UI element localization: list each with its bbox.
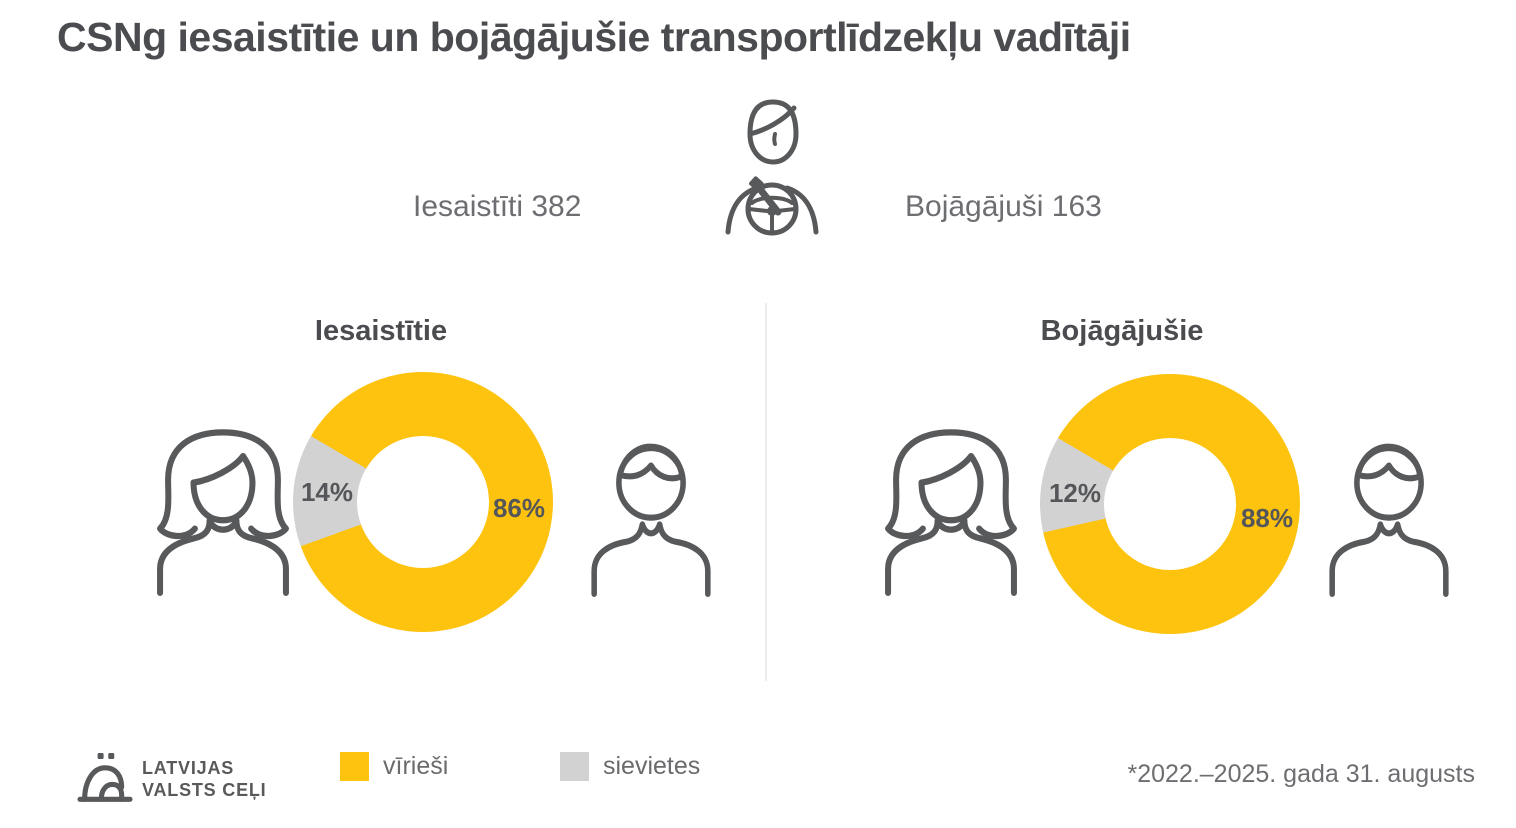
latvijas-valsts-celi-logo-icon	[76, 753, 134, 803]
killed-total-label: Bojāgājuši 163	[905, 190, 1102, 223]
woman-icon	[148, 424, 298, 597]
chart-title-killed: Bojāgājušie	[1040, 315, 1204, 347]
page-title: CSNg iesaistītie un bojāgājušie transpor…	[57, 14, 1131, 60]
logo-line-2: VALSTS CEĻI	[142, 780, 267, 800]
legend-label-women: sievietes	[603, 752, 701, 780]
legend-label-men: vīrieši	[383, 752, 449, 780]
latvijas-valsts-celi-logo-text: LATVIJAS VALSTS CEĻI	[142, 757, 266, 801]
logo-line-1: LATVIJAS	[142, 758, 235, 778]
legend-swatch-men	[340, 752, 369, 781]
male-percentage-label-killed: 88%	[1240, 503, 1294, 533]
male-percentage-label-involved: 86%	[492, 493, 546, 523]
donut-chart-involved	[293, 372, 553, 632]
legend-swatch-women	[560, 752, 589, 781]
female-percentage-label-involved: 14%	[300, 477, 354, 507]
man-icon	[1326, 432, 1452, 598]
donut-hole	[357, 436, 489, 568]
donut-hole	[1104, 438, 1236, 570]
involved-total-label: Iesaistīti 382	[413, 190, 582, 223]
woman-icon	[876, 424, 1026, 597]
female-percentage-label-killed: 12%	[1048, 478, 1102, 508]
date-range-footnote: *2022.–2025. gada 31. augusts	[1127, 760, 1475, 788]
panel-divider	[765, 303, 767, 681]
driver-steering-wheel-icon	[716, 94, 828, 236]
man-icon	[588, 432, 714, 598]
donut-chart-killed	[1040, 374, 1300, 634]
chart-title-involved: Iesaistītie	[314, 315, 448, 347]
